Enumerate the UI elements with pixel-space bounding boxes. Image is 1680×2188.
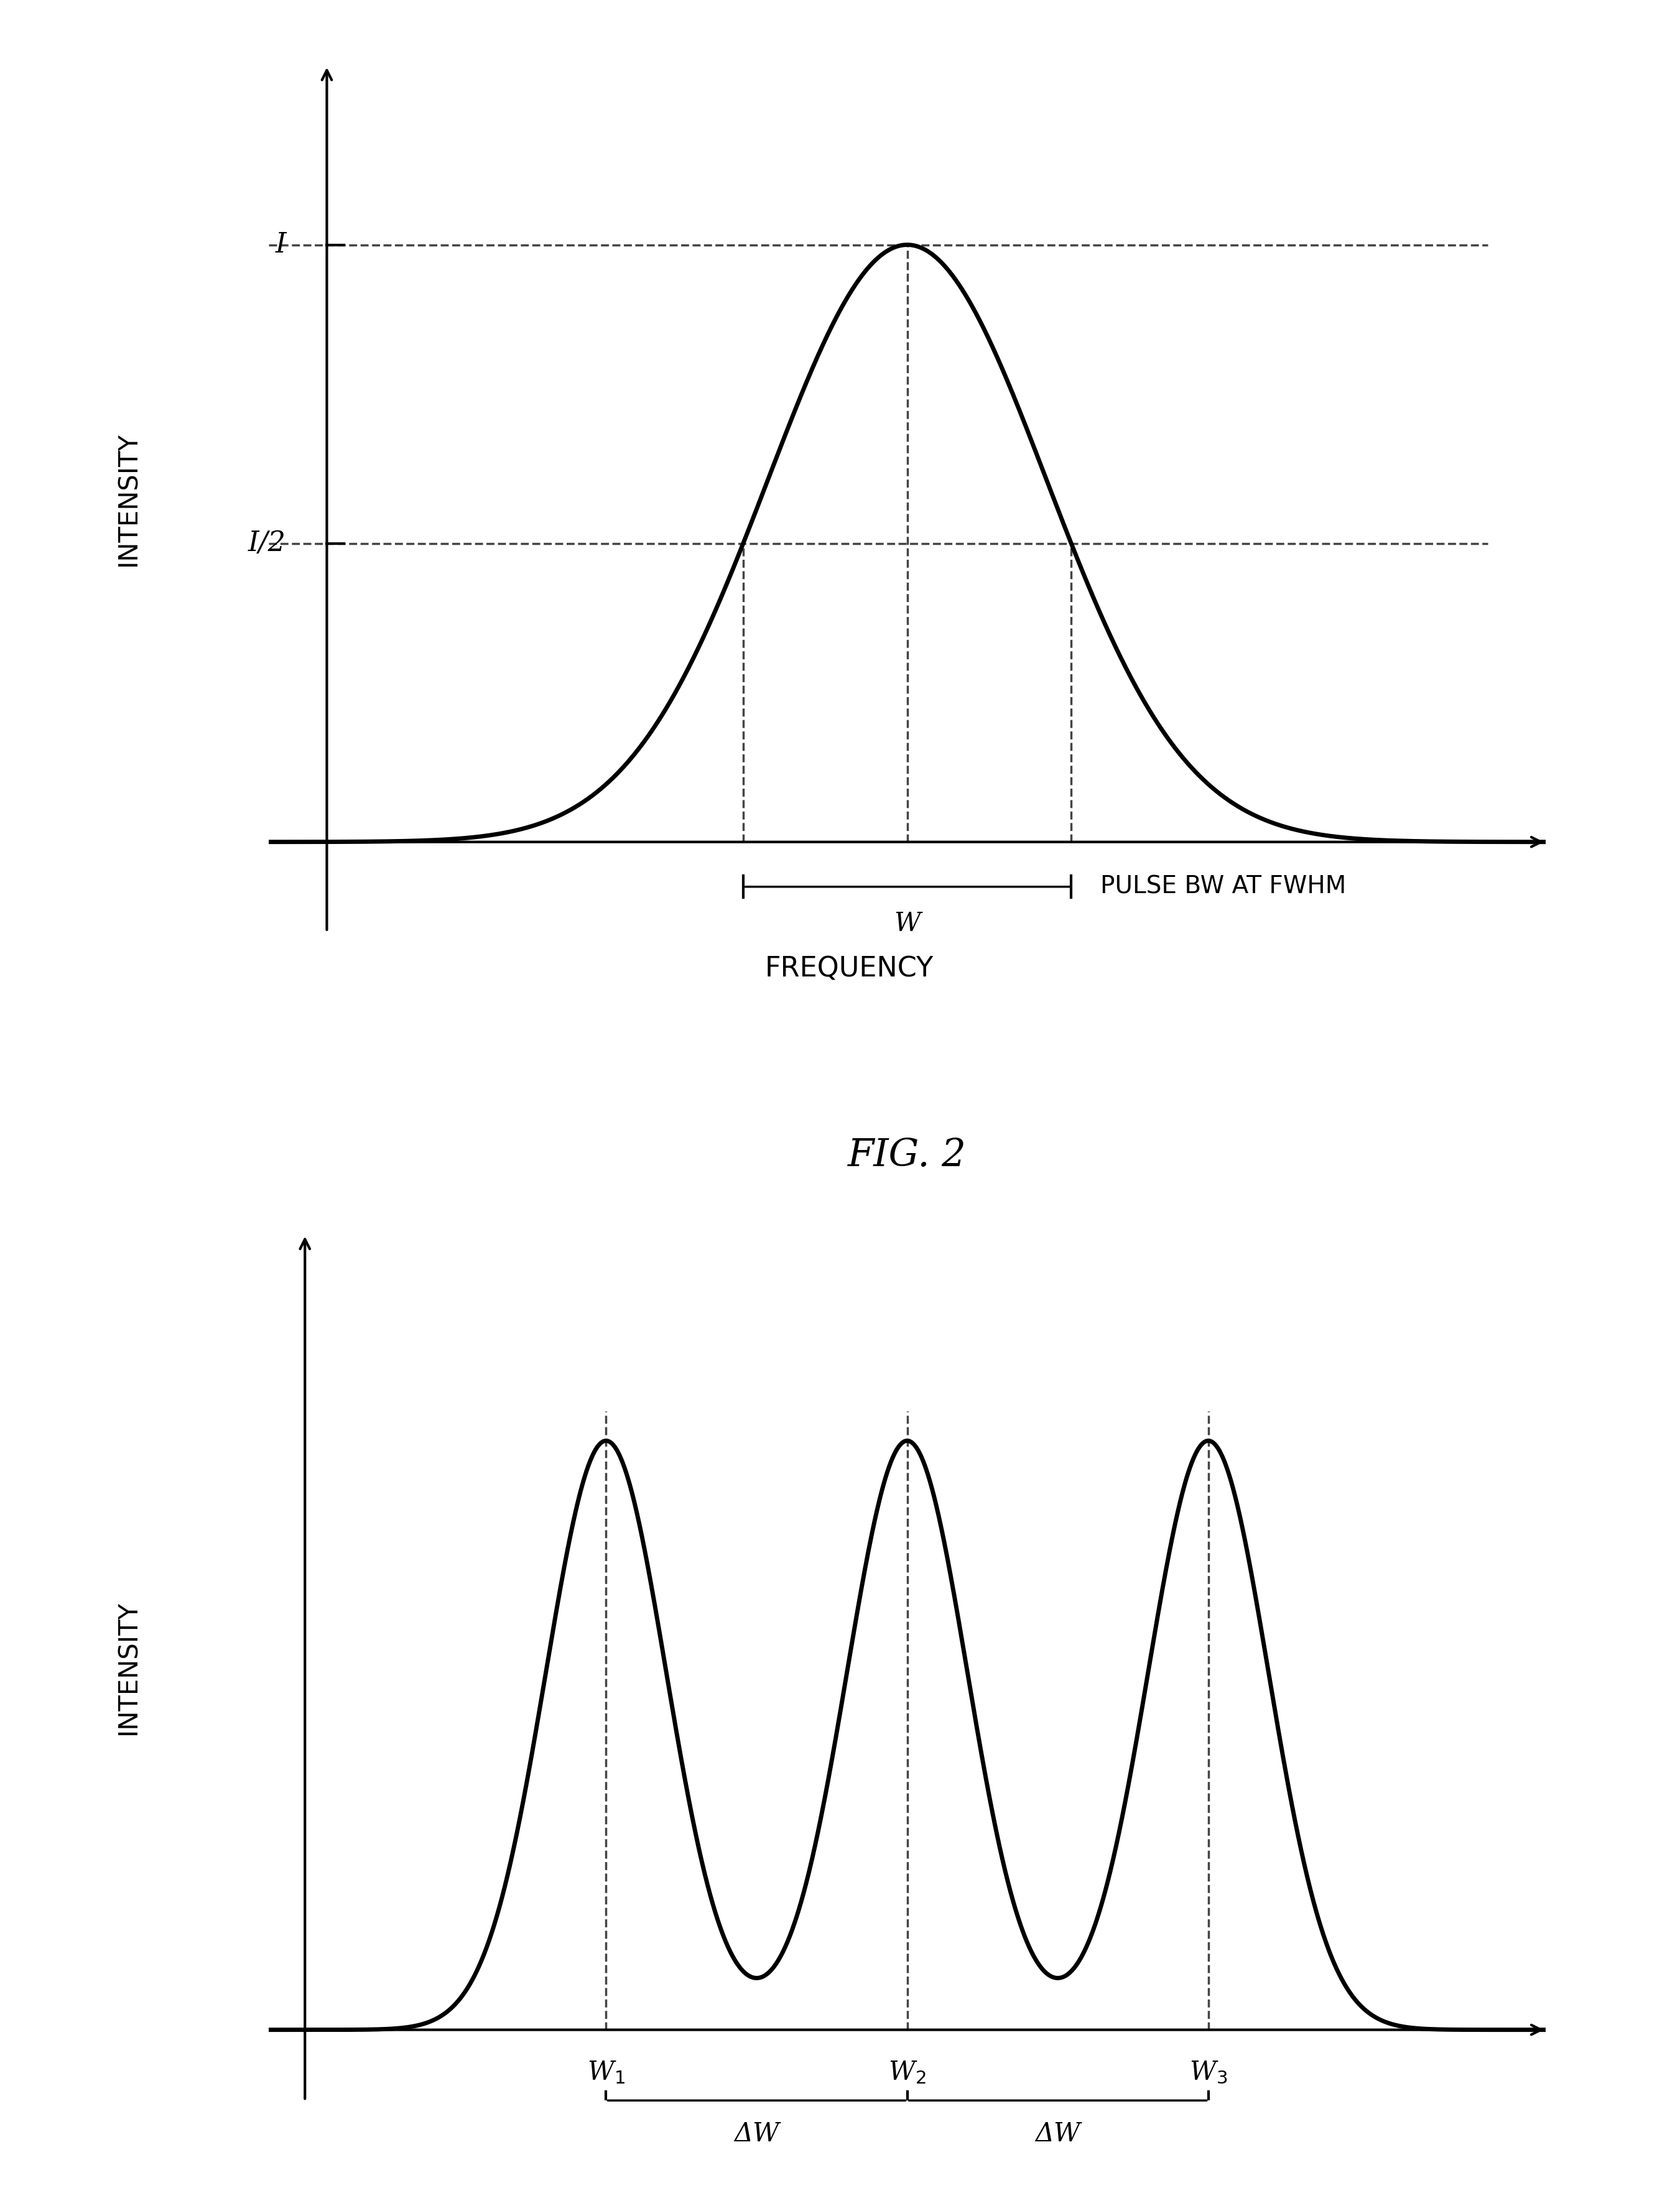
Text: W: W xyxy=(894,910,921,936)
Text: I: I xyxy=(276,232,286,258)
Text: FIG. 2: FIG. 2 xyxy=(848,1138,966,1175)
Text: INTENSITY: INTENSITY xyxy=(116,431,141,567)
Text: ΔW: ΔW xyxy=(734,2120,780,2146)
Text: ΔW: ΔW xyxy=(1035,2120,1080,2146)
Text: W$_{1}$: W$_{1}$ xyxy=(586,2059,625,2085)
Text: INTENSITY: INTENSITY xyxy=(116,1599,141,1735)
Text: W$_{3}$: W$_{3}$ xyxy=(1189,2059,1228,2085)
Text: I/2: I/2 xyxy=(249,529,286,556)
Text: W$_{2}$: W$_{2}$ xyxy=(889,2059,926,2085)
Text: FREQUENCY: FREQUENCY xyxy=(764,956,934,982)
Text: PULSE BW AT FWHM: PULSE BW AT FWHM xyxy=(1100,875,1346,899)
